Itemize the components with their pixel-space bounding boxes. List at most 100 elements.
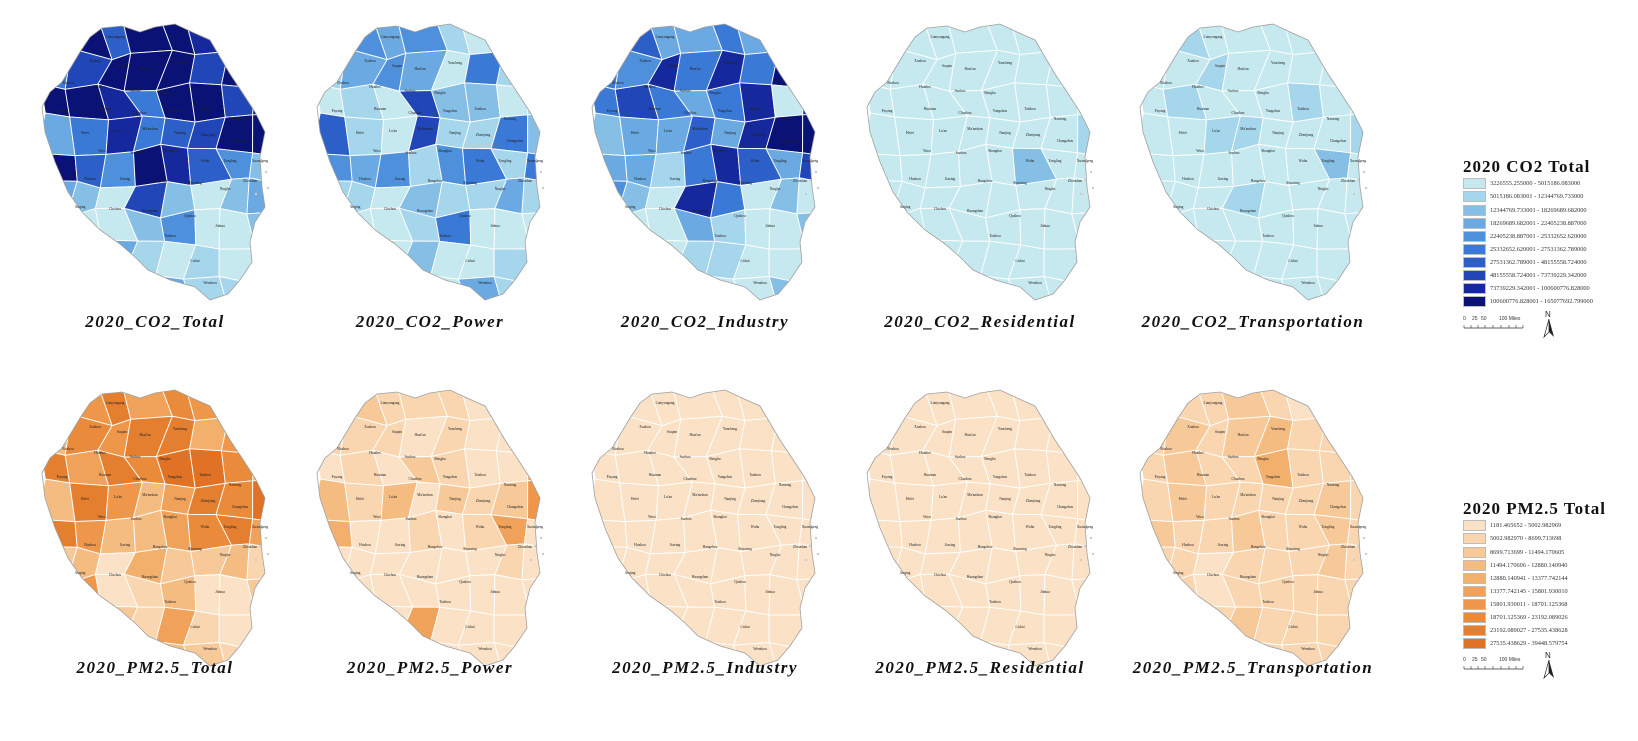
city-label: Suzhou xyxy=(1229,151,1240,155)
city-label: Suqian xyxy=(942,430,952,434)
map-region xyxy=(93,272,137,300)
city-label: Taizhou xyxy=(749,473,761,477)
city-label: Suqian xyxy=(1215,64,1225,68)
city-label: Taizhou xyxy=(474,107,486,111)
map-2020-co2-transportation: Lianyungang Xuzhou Suqian Huai'an Yancheng Bo… xyxy=(1138,12,1368,312)
city-label: Bengbu xyxy=(984,91,995,95)
city-label: Anqing xyxy=(625,205,636,209)
city-label: Lishui xyxy=(1288,625,1297,629)
city-label: Xuancheng xyxy=(802,159,819,163)
city-label: Bozhou xyxy=(887,447,898,451)
legend-row: 27531362.789001 - 48155558.724000 xyxy=(1463,256,1633,269)
map-region xyxy=(1347,24,1363,61)
city-label: Nanjing xyxy=(449,497,461,501)
map-region xyxy=(252,82,265,116)
map-region xyxy=(1046,24,1077,61)
city-label: Suqian xyxy=(117,64,127,68)
city-label: Shaoxing xyxy=(1013,181,1027,185)
island xyxy=(808,178,812,182)
scale-tick-label: 25 xyxy=(1472,316,1478,322)
legend-range-label: 8699.713699 - 11494.170605 xyxy=(1490,548,1565,556)
region-outline xyxy=(866,389,1091,667)
city-label: Wuhu xyxy=(1299,525,1308,529)
scale-tick-label: 100 Miles xyxy=(1499,657,1521,663)
island xyxy=(539,170,543,174)
city-label: Bengbu xyxy=(1257,91,1268,95)
legend-swatch xyxy=(1463,546,1486,558)
city-label: Ma'anshan xyxy=(1240,493,1256,497)
city-label: Xuancheng xyxy=(527,159,544,163)
map-region xyxy=(374,517,411,555)
city-label: Nanjing xyxy=(174,497,186,501)
map-region xyxy=(368,239,414,284)
city-label: Wenzhou xyxy=(1028,647,1042,651)
city-label: Taizhou xyxy=(439,600,451,604)
city-label: Ningbo xyxy=(495,187,506,191)
map-region xyxy=(1287,82,1324,123)
map-region xyxy=(250,614,265,650)
map-region xyxy=(66,605,102,650)
map-region xyxy=(1140,241,1179,281)
island xyxy=(1356,544,1360,548)
city-label: Huangshan xyxy=(417,575,433,579)
city-label: Nanjing xyxy=(449,131,461,135)
city-label: Yangzhou xyxy=(443,109,458,113)
city-label: Wuhu xyxy=(751,159,760,163)
city-label: Huainan xyxy=(1197,473,1209,477)
city-label: Huainan xyxy=(649,473,661,477)
city-label: Taizhou xyxy=(199,473,211,477)
north-arrow-graphic xyxy=(1543,319,1554,339)
city-label: Huai'an xyxy=(139,433,150,437)
city-label: Hangzhou xyxy=(703,179,718,183)
city-label: Taizhou xyxy=(1024,107,1036,111)
city-label: Shanghai xyxy=(163,515,176,519)
city-label: Xuancheng xyxy=(1077,525,1094,529)
city-label: Huaibei xyxy=(644,85,655,89)
city-label: Chizhou xyxy=(659,207,671,211)
legend-row: 22405238.887001 - 25332652.620000 xyxy=(1463,230,1633,243)
city-label: Wenzhou xyxy=(753,281,767,285)
city-label: Xuzhou xyxy=(914,59,926,63)
city-label: Jinhua xyxy=(490,224,500,228)
city-label: Lu'an xyxy=(664,495,672,499)
city-label: Suzhou xyxy=(680,89,691,93)
city-label: Yangzhou xyxy=(993,475,1008,479)
legend-swatch xyxy=(1463,559,1486,571)
map-region xyxy=(592,24,623,55)
city-label: Yangzhou xyxy=(168,109,183,113)
map-region xyxy=(1071,543,1090,581)
map-region xyxy=(1007,642,1056,666)
city-label: Zhoushan xyxy=(793,179,807,183)
city-label: Wuhu xyxy=(1299,159,1308,163)
city-label: Suzhou xyxy=(681,151,692,155)
map-region xyxy=(221,390,252,427)
city-label: Huainan xyxy=(1197,107,1209,111)
island xyxy=(1089,170,1093,174)
city-label: Wuhu xyxy=(1026,525,1035,529)
map-region xyxy=(42,241,81,281)
city-label: Bozhou xyxy=(62,447,73,451)
map-region xyxy=(1344,543,1363,581)
city-label: Suzhou xyxy=(131,517,142,521)
city-label: Hefei xyxy=(1179,131,1187,135)
map-caption: 2020_PM2.5_Total xyxy=(76,658,234,677)
map-region xyxy=(317,275,354,300)
map-region xyxy=(592,275,629,300)
map-region xyxy=(739,82,776,123)
city-label: Shaoxing xyxy=(1013,547,1027,551)
city-label: Suzhou xyxy=(131,151,142,155)
map-region xyxy=(523,152,540,185)
city-label: Chuzhou xyxy=(134,111,147,115)
city-label: Quzhou xyxy=(459,214,471,218)
city-label: Lishui xyxy=(1288,259,1297,263)
city-label: Xuzhou xyxy=(89,425,101,429)
map-region xyxy=(186,390,229,422)
island xyxy=(533,178,537,182)
map-region xyxy=(732,276,781,300)
city-label: Quzhou xyxy=(734,214,746,218)
map-region xyxy=(1191,272,1235,300)
map-region xyxy=(796,543,815,581)
city-label: Wuhu xyxy=(201,159,210,163)
city-label: Lu'an xyxy=(1212,495,1220,499)
map-region xyxy=(592,241,631,281)
